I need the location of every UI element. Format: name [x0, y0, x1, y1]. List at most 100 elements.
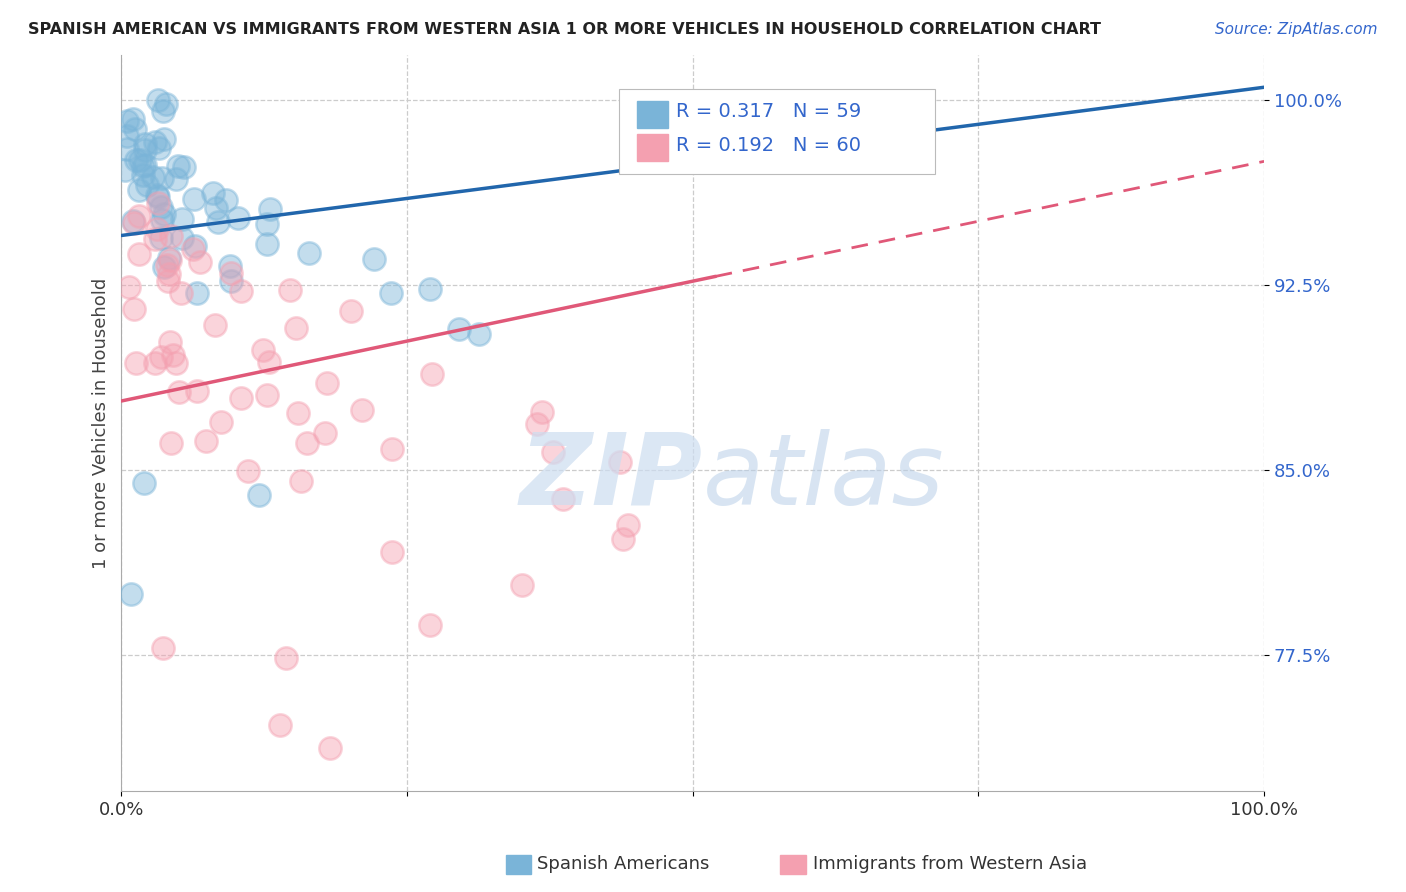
Point	[298, 246, 321, 260]
Point	[419, 281, 441, 295]
Point	[256, 387, 278, 401]
Point	[124, 122, 146, 136]
Point	[229, 391, 252, 405]
Point	[297, 436, 319, 450]
Point	[143, 231, 166, 245]
Point	[122, 112, 145, 126]
Point	[128, 247, 150, 261]
Point	[115, 129, 138, 144]
Point	[118, 280, 141, 294]
Point	[526, 417, 548, 432]
Point	[218, 260, 240, 274]
Point	[156, 274, 179, 288]
Point	[226, 211, 249, 225]
Point	[269, 717, 291, 731]
Point	[219, 274, 242, 288]
Point	[229, 284, 252, 298]
Point	[188, 255, 211, 269]
Point	[204, 201, 226, 215]
Point	[132, 159, 155, 173]
Point	[122, 216, 145, 230]
Point	[129, 153, 152, 167]
Point	[252, 343, 274, 358]
Point	[350, 402, 373, 417]
Text: Spanish Americans: Spanish Americans	[537, 855, 710, 873]
Point	[146, 93, 169, 107]
Point	[134, 137, 156, 152]
Text: ZIP: ZIP	[520, 429, 703, 525]
Point	[159, 252, 181, 267]
Point	[152, 104, 174, 119]
Point	[120, 587, 142, 601]
Point	[186, 384, 208, 398]
Point	[134, 158, 156, 172]
Point	[165, 356, 187, 370]
Point	[209, 415, 232, 429]
Text: atlas: atlas	[703, 429, 945, 525]
Point	[257, 355, 280, 369]
Point	[247, 488, 270, 502]
Point	[114, 162, 136, 177]
Point	[157, 267, 180, 281]
Point	[236, 464, 259, 478]
Point	[186, 285, 208, 300]
Point	[617, 518, 640, 533]
Point	[128, 210, 150, 224]
Point	[259, 202, 281, 216]
Point	[142, 170, 165, 185]
Point	[170, 285, 193, 300]
Point	[204, 318, 226, 332]
Point	[148, 196, 170, 211]
Point	[122, 214, 145, 228]
Point	[612, 532, 634, 546]
Point	[467, 326, 489, 341]
Point	[278, 283, 301, 297]
Point	[551, 492, 574, 507]
Point	[274, 650, 297, 665]
Point	[148, 189, 170, 203]
Point	[153, 260, 176, 274]
Point	[195, 434, 218, 448]
Point	[159, 334, 181, 349]
Point	[148, 140, 170, 154]
Point	[381, 545, 404, 559]
Text: Source: ZipAtlas.com: Source: ZipAtlas.com	[1215, 22, 1378, 37]
Point	[316, 376, 339, 391]
Point	[340, 303, 363, 318]
Point	[609, 455, 631, 469]
Point	[207, 215, 229, 229]
Point	[150, 200, 173, 214]
Point	[173, 161, 195, 175]
Point	[215, 193, 238, 207]
Point	[167, 159, 190, 173]
Point	[143, 357, 166, 371]
Point	[201, 186, 224, 200]
Point	[160, 436, 183, 450]
Point	[150, 231, 173, 245]
Point	[122, 301, 145, 316]
Point	[380, 285, 402, 300]
Point	[169, 384, 191, 399]
Point	[420, 367, 443, 381]
Point	[165, 172, 187, 186]
Point	[153, 132, 176, 146]
Point	[314, 426, 336, 441]
Point	[219, 266, 242, 280]
Point	[285, 320, 308, 334]
Point	[134, 143, 156, 157]
Y-axis label: 1 or more Vehicles in Household: 1 or more Vehicles in Household	[93, 277, 110, 569]
Point	[170, 211, 193, 226]
Point	[150, 171, 173, 186]
Point	[531, 404, 554, 418]
Point	[162, 348, 184, 362]
Point	[184, 239, 207, 253]
Point	[183, 192, 205, 206]
Point	[319, 741, 342, 756]
Point	[419, 618, 441, 632]
Point	[512, 578, 534, 592]
Point	[160, 229, 183, 244]
Point	[150, 350, 173, 364]
Point	[136, 178, 159, 192]
Point	[155, 97, 177, 112]
Point	[172, 231, 194, 245]
